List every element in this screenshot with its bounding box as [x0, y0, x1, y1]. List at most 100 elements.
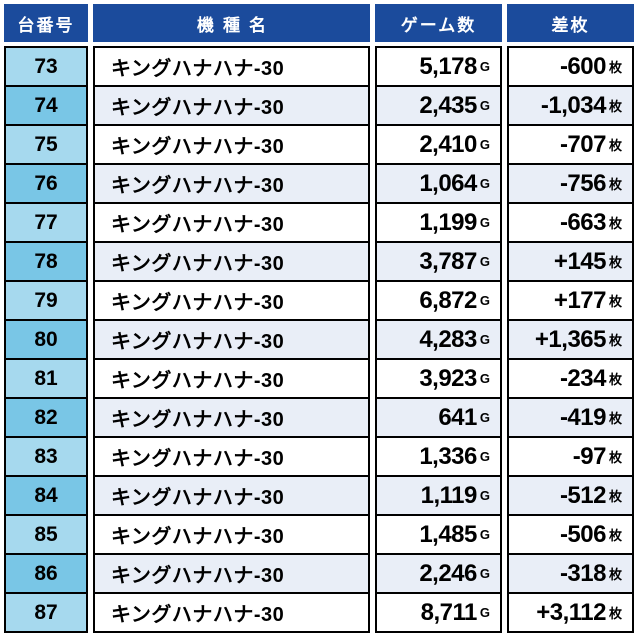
table-row: 82 キングハナハナ-30 641 G -419 枚: [4, 397, 636, 438]
game-unit-label: G: [479, 332, 490, 347]
game-unit-label: G: [479, 254, 490, 269]
machine-number-cell: 86: [4, 553, 88, 594]
game-unit-label: G: [479, 605, 490, 620]
table-row: 81 キングハナハナ-30 3,923 G -234 枚: [4, 358, 636, 399]
diff-medals-cell: +1,365 枚: [507, 319, 634, 360]
diff-medals-cell: +177 枚: [507, 280, 634, 321]
diff-unit-label: 枚: [608, 138, 622, 153]
machine-number-cell: 78: [4, 241, 88, 282]
diff-medals-cell: -756 枚: [507, 163, 634, 204]
diff-medals-cell: -1,034 枚: [507, 85, 634, 126]
model-name-cell: キングハナハナ-30: [93, 319, 370, 360]
game-unit-label: G: [479, 137, 490, 152]
game-unit-label: G: [479, 98, 490, 113]
diff-unit-label: 枚: [608, 489, 622, 504]
diff-medals-cell: +145 枚: [507, 241, 634, 282]
game-unit-label: G: [479, 410, 490, 425]
diff-medals-value: -1,034: [540, 91, 607, 119]
diff-medals-value: +3,112: [536, 598, 606, 626]
model-name-cell: キングハナハナ-30: [93, 475, 370, 516]
game-count-cell: 5,178 G: [375, 46, 502, 87]
game-unit-label: G: [479, 215, 490, 230]
game-count-cell: 2,246 G: [375, 553, 502, 594]
diff-unit-label: 枚: [608, 177, 622, 192]
model-name-cell: キングハナハナ-30: [93, 202, 370, 243]
game-unit-label: G: [479, 59, 490, 74]
game-count-cell: 641 G: [375, 397, 502, 438]
table-row: 87 キングハナハナ-30 8,711 G +3,112 枚: [4, 592, 636, 633]
diff-medals-value: -318: [559, 559, 607, 587]
diff-unit-label: 枚: [608, 567, 622, 582]
table-row: 77 キングハナハナ-30 1,199 G -663 枚: [4, 202, 636, 243]
model-name-cell: キングハナハナ-30: [93, 280, 370, 321]
model-name-cell: キングハナハナ-30: [93, 124, 370, 165]
table-row: 80 キングハナハナ-30 4,283 G +1,365 枚: [4, 319, 636, 360]
game-count-value: 2,246: [419, 559, 477, 587]
game-count-cell: 1,119 G: [375, 475, 502, 516]
machine-number-cell: 84: [4, 475, 88, 516]
header-cell-diff-medals: 差枚: [507, 4, 634, 42]
diff-medals-value: -506: [559, 520, 607, 548]
diff-medals-value: +1,365: [534, 325, 607, 353]
game-count-cell: 2,435 G: [375, 85, 502, 126]
diff-medals-value: -234: [559, 364, 607, 392]
machine-number-cell: 87: [4, 592, 88, 633]
game-count-cell: 1,485 G: [375, 514, 502, 555]
diff-medals-value: -707: [559, 130, 607, 158]
game-count-cell: 6,872 G: [375, 280, 502, 321]
diff-unit-label: 枚: [608, 216, 622, 231]
diff-unit-label: 枚: [608, 372, 622, 387]
machine-number-cell: 82: [4, 397, 88, 438]
game-unit-label: G: [479, 566, 490, 581]
diff-medals-value: -756: [559, 169, 607, 197]
game-unit-label: G: [479, 527, 490, 542]
table-row: 79 キングハナハナ-30 6,872 G +177 枚: [4, 280, 636, 321]
diff-medals-cell: -234 枚: [507, 358, 634, 399]
table-row: 78 キングハナハナ-30 3,787 G +145 枚: [4, 241, 636, 282]
model-name-cell: キングハナハナ-30: [93, 553, 370, 594]
game-count-value: 8,711: [420, 598, 478, 626]
game-count-value: 1,485: [419, 520, 477, 548]
diff-unit-label: 枚: [608, 606, 622, 621]
machine-number-cell: 85: [4, 514, 88, 555]
game-count-value: 1,199: [419, 208, 477, 236]
game-count-cell: 2,410 G: [375, 124, 502, 165]
game-count-value: 6,872: [419, 286, 477, 314]
game-count-value: 2,435: [419, 91, 477, 119]
game-count-cell: 8,711 G: [375, 592, 502, 633]
game-unit-label: G: [479, 488, 490, 503]
table-header-row: 台番号 機種名 ゲーム数 差枚: [4, 4, 636, 42]
model-name-cell: キングハナハナ-30: [93, 46, 370, 87]
diff-medals-cell: -419 枚: [507, 397, 634, 438]
diff-medals-value: -600: [559, 52, 607, 80]
diff-medals-cell: -97 枚: [507, 436, 634, 477]
diff-medals-cell: -600 枚: [507, 46, 634, 87]
diff-unit-label: 枚: [608, 294, 622, 309]
game-count-value: 5,178: [419, 52, 477, 80]
game-count-cell: 3,923 G: [375, 358, 502, 399]
game-count-value: 641: [438, 403, 477, 431]
game-count-cell: 3,787 G: [375, 241, 502, 282]
table-row: 86 キングハナハナ-30 2,246 G -318 枚: [4, 553, 636, 594]
diff-unit-label: 枚: [608, 333, 622, 348]
machine-number-cell: 81: [4, 358, 88, 399]
diff-medals-value: -419: [559, 403, 607, 431]
machine-number-cell: 76: [4, 163, 88, 204]
diff-medals-value: +177: [553, 286, 607, 314]
model-name-cell: キングハナハナ-30: [93, 397, 370, 438]
diff-medals-value: -663: [559, 208, 607, 236]
diff-medals-value: -97: [572, 442, 607, 470]
header-cell-game-count: ゲーム数: [375, 4, 502, 42]
model-name-cell: キングハナハナ-30: [93, 514, 370, 555]
diff-unit-label: 枚: [608, 255, 622, 270]
game-count-value: 3,923: [419, 364, 477, 392]
game-count-value: 1,119: [420, 481, 478, 509]
diff-medals-value: +145: [553, 247, 607, 275]
header-cell-machine-number: 台番号: [4, 4, 88, 42]
machine-number-cell: 83: [4, 436, 88, 477]
diff-medals-cell: -318 枚: [507, 553, 634, 594]
machine-number-cell: 79: [4, 280, 88, 321]
diff-medals-cell: -512 枚: [507, 475, 634, 516]
machine-number-cell: 75: [4, 124, 88, 165]
